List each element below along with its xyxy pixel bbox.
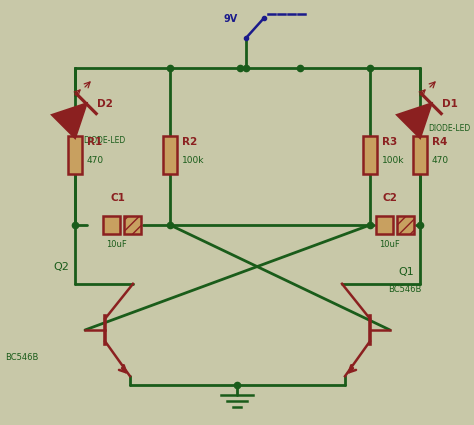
Text: 9V: 9V	[224, 14, 238, 24]
Polygon shape	[52, 104, 86, 138]
Text: DIODE-LED: DIODE-LED	[83, 136, 125, 145]
Text: 100k: 100k	[382, 156, 404, 165]
Bar	[68, 136, 82, 174]
Bar	[413, 136, 427, 174]
Bar	[125, 216, 142, 234]
Text: 100k: 100k	[182, 156, 204, 165]
Bar	[376, 216, 393, 234]
Text: BC546B: BC546B	[388, 285, 421, 294]
Text: R2: R2	[182, 137, 197, 147]
Text: R4: R4	[432, 137, 447, 147]
Bar	[163, 136, 177, 174]
Text: BC546B: BC546B	[5, 353, 38, 362]
Text: C1: C1	[110, 193, 126, 203]
Text: Q1: Q1	[398, 267, 414, 277]
Text: 10uF: 10uF	[379, 240, 400, 249]
Text: R1: R1	[87, 137, 102, 147]
Text: D2: D2	[97, 99, 113, 109]
Text: D1: D1	[442, 99, 458, 109]
Polygon shape	[397, 104, 431, 138]
Text: 470: 470	[87, 156, 104, 165]
Text: 10uF: 10uF	[107, 240, 127, 249]
Text: 470: 470	[432, 156, 449, 165]
Bar	[103, 216, 120, 234]
Text: R3: R3	[382, 137, 397, 147]
Bar	[397, 216, 414, 234]
Text: Q2: Q2	[53, 262, 69, 272]
Bar	[363, 136, 377, 174]
Text: DIODE-LED: DIODE-LED	[428, 124, 470, 133]
Text: C2: C2	[383, 193, 398, 203]
